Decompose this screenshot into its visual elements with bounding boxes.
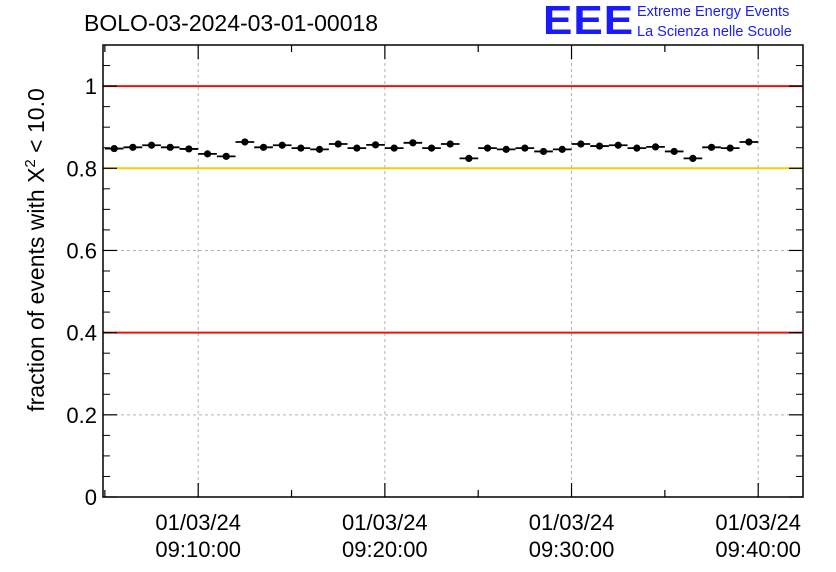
x-tick-time-2: 09:30:00 [529, 537, 615, 562]
data-point-5 [203, 150, 212, 158]
data-point-6 [222, 152, 230, 160]
data-point-31 [689, 154, 697, 163]
y-tick-label-0: 0 [85, 485, 97, 510]
data-point-26 [595, 142, 604, 150]
data-point-1 [129, 143, 137, 151]
x-tick-time-0: 09:10:00 [155, 537, 241, 562]
x-tick-date-3: 01/03/24 [715, 510, 801, 535]
data-point-13 [353, 144, 361, 152]
data-point-27 [614, 141, 622, 149]
eee-logo: EEE [543, 0, 635, 44]
data-point-34 [745, 138, 753, 146]
data-point-3 [166, 143, 174, 151]
data-point-8 [259, 143, 268, 151]
data-point-20 [483, 144, 492, 152]
data-point-7 [241, 138, 249, 146]
logo-line-2: La Scienza nelle Scuole [637, 24, 792, 40]
data-point-10 [297, 144, 305, 152]
data-point-28 [633, 144, 641, 152]
x-tick-date-0: 01/03/24 [155, 510, 241, 535]
y-tick-label-4: 0.8 [66, 156, 97, 181]
y-tick-label-3: 0.6 [66, 238, 97, 263]
data-point-25 [577, 140, 585, 148]
x-tick-date-2: 01/03/24 [529, 510, 615, 535]
data-point-23 [539, 147, 548, 156]
data-point-12 [334, 140, 342, 148]
data-point-4 [185, 145, 193, 153]
data-point-14 [371, 141, 380, 149]
logo-line-1: Extreme Energy Events [637, 4, 790, 20]
data-point-17 [427, 144, 436, 152]
data-point-33 [726, 144, 734, 152]
data-point-29 [651, 143, 660, 151]
data-point-19 [465, 154, 473, 163]
y-tick-label-5: 1 [85, 74, 97, 99]
data-point-9 [278, 141, 286, 149]
data-point-32 [707, 143, 716, 151]
x-tick-time-1: 09:20:00 [342, 537, 428, 562]
data-point-16 [409, 139, 417, 147]
run-title: BOLO-03-2024-03-01-00018 [84, 10, 379, 36]
y-tick-label-2: 0.4 [66, 321, 97, 346]
x-tick-time-3: 09:40:00 [715, 537, 801, 562]
data-point-0 [110, 144, 118, 153]
data-point-24 [558, 145, 566, 153]
plot-frame [102, 44, 804, 498]
data-point-15 [390, 144, 398, 152]
data-point-30 [670, 147, 678, 156]
data-point-11 [315, 145, 324, 153]
data-point-22 [521, 144, 529, 152]
data-point-18 [446, 140, 454, 148]
data-point-21 [502, 145, 510, 153]
y-tick-label-1: 0.2 [66, 403, 97, 428]
data-point-2 [147, 141, 156, 149]
x-tick-date-1: 01/03/24 [342, 510, 428, 535]
